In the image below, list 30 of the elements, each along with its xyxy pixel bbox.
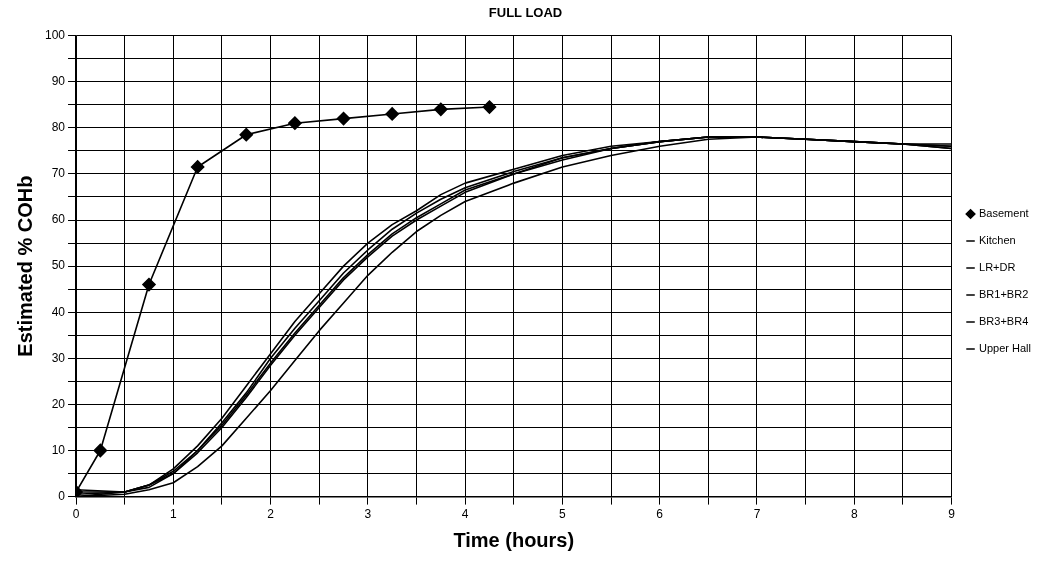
- legend-label: BR3+BR4: [979, 315, 1029, 328]
- legend-label: Upper Hall: [979, 342, 1031, 355]
- x-tick-label: 3: [364, 507, 372, 522]
- y-axis-title: Estimated % COHb: [13, 175, 36, 357]
- y-tick-label: 90: [51, 74, 66, 89]
- x-tick-label: 7: [753, 507, 761, 522]
- x-tick-label: 6: [656, 507, 664, 522]
- y-tick-label: 80: [51, 120, 66, 135]
- legend-label: Kitchen: [979, 234, 1016, 247]
- y-tick-label: 100: [44, 27, 66, 42]
- x-tick-label: 2: [267, 507, 275, 522]
- x-tick-label: 0: [72, 507, 80, 522]
- x-tick-label: 5: [559, 507, 567, 522]
- y-tick-label: 40: [51, 304, 66, 319]
- y-tick-label: 30: [51, 350, 66, 365]
- y-tick-label: 60: [51, 212, 66, 227]
- y-tick-label: 70: [51, 166, 66, 181]
- x-tick-label: 1: [169, 507, 177, 522]
- x-tick-label: 4: [461, 507, 469, 522]
- legend-label: Basement: [979, 207, 1029, 220]
- x-axis-title: Time (hours): [453, 528, 575, 551]
- y-tick-label: 10: [51, 442, 66, 457]
- y-tick-label: 20: [51, 396, 66, 411]
- x-tick-label: 8: [850, 507, 858, 522]
- legend-label: LR+DR: [979, 261, 1016, 274]
- legend-label: BR1+BR2: [979, 288, 1029, 301]
- chart-title: FULL LOAD: [488, 5, 563, 21]
- y-tick-label: 50: [51, 258, 66, 273]
- x-tick-label: 9: [948, 507, 956, 522]
- y-tick-label: 0: [58, 488, 66, 503]
